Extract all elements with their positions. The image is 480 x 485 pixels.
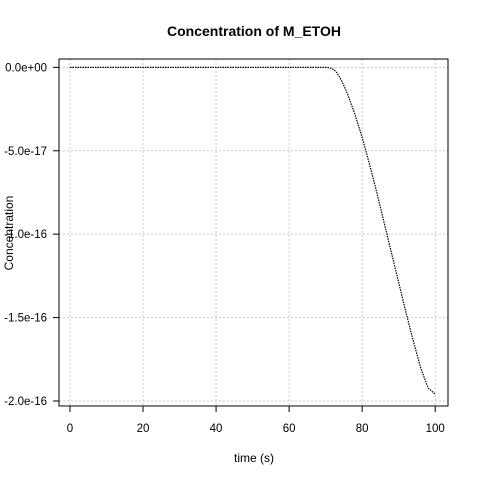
y-axis-title: Concentration bbox=[2, 196, 16, 271]
y-tick-label: -2.0e-16 bbox=[4, 396, 47, 408]
x-tick-label: 0 bbox=[67, 423, 73, 435]
x-tick-label: 40 bbox=[210, 423, 223, 435]
x-tick-label: 60 bbox=[283, 423, 296, 435]
x-axis-title: time (s) bbox=[234, 451, 274, 465]
x-tick-label: 100 bbox=[426, 423, 445, 435]
grid-lines bbox=[59, 59, 448, 406]
y-tick-label: 0.0e+00 bbox=[5, 62, 47, 74]
x-tick-label: 20 bbox=[137, 423, 150, 435]
x-tick-label: 80 bbox=[356, 423, 369, 435]
y-axis: 0.0e+00 -5.0e-17 -1.0e-16 -1.5e-16 -2.0e-16 bbox=[4, 62, 60, 408]
y-tick-label: -1.0e-16 bbox=[4, 229, 47, 241]
y-tick-label: -5.0e-17 bbox=[4, 146, 47, 158]
y-tick-label: -1.5e-16 bbox=[4, 313, 47, 325]
plot-frame bbox=[58, 58, 449, 407]
series-line bbox=[69, 66, 436, 395]
chart-title: Concentration of M_ETOH bbox=[167, 23, 341, 39]
series-lines bbox=[69, 66, 436, 395]
x-axis: 0 20 40 60 80 100 bbox=[67, 405, 445, 435]
